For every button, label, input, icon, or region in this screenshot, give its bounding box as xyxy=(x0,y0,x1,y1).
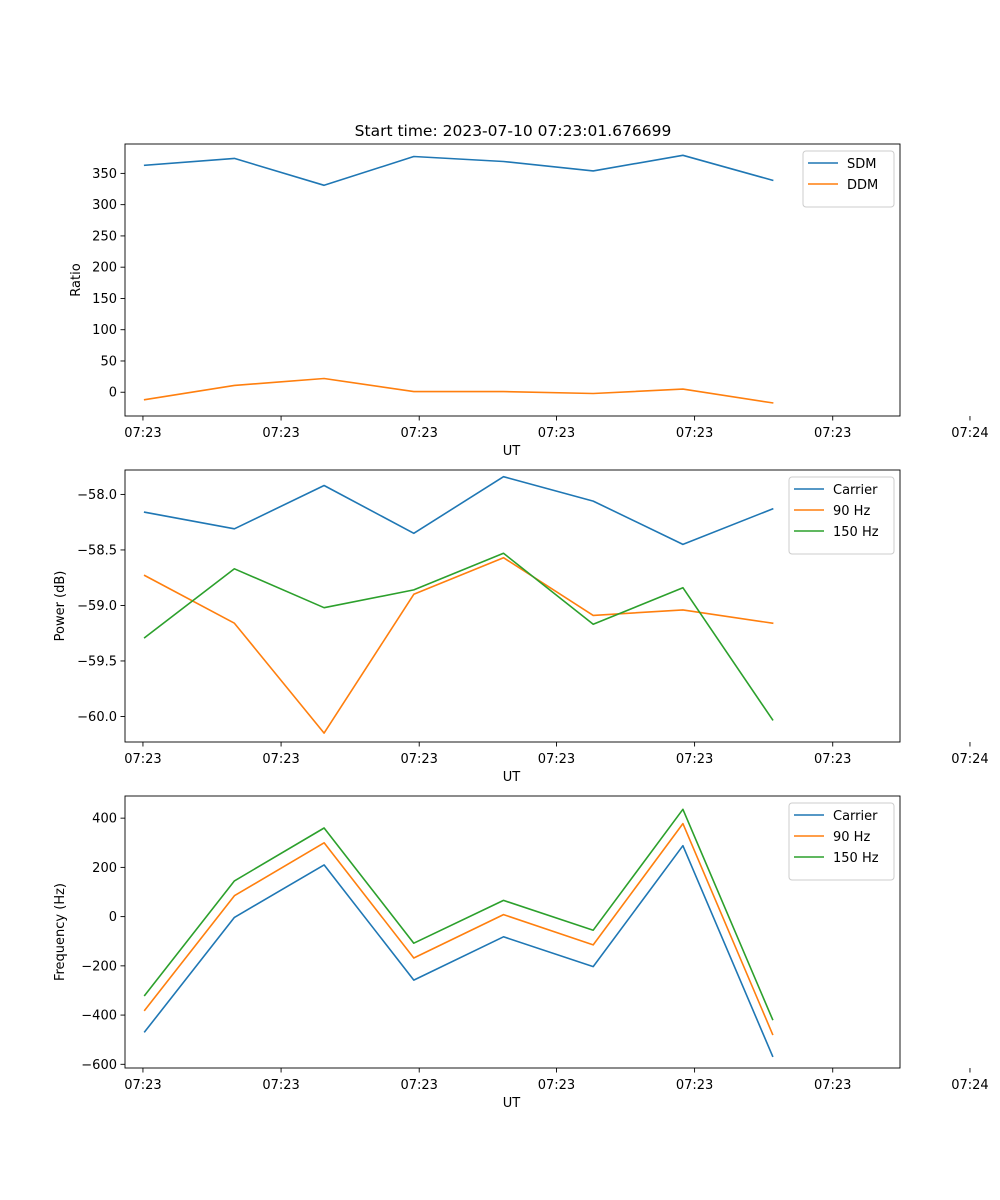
x-axis-label: UT xyxy=(503,444,521,459)
y-tick-label: 0 xyxy=(109,386,117,401)
axes-frame xyxy=(124,795,901,1069)
y-tick-label: 400 xyxy=(92,812,117,827)
legend-label: Carrier xyxy=(833,809,878,824)
y-tick-label: 350 xyxy=(92,167,117,182)
y-tick-label: −58.5 xyxy=(77,543,117,558)
legend-label: 150 Hz xyxy=(833,851,879,866)
subplot-1: 07:23 07:23 07:23 07:23 07:23 07:23 07:24 0 50 10… xyxy=(69,143,989,459)
legend-label: 150 Hz xyxy=(833,525,879,540)
x-tick-label: 07:23 xyxy=(124,1078,161,1093)
axes-frame xyxy=(124,469,901,743)
subplot-2: 07:23 07:23 07:23 07:23 07:23 07:23 07:24 −58.0… xyxy=(53,469,989,785)
y-tick-label: 50 xyxy=(100,354,117,369)
series-line-150-hz xyxy=(143,552,774,721)
x-tick-label: 07:23 xyxy=(676,426,713,441)
legend-label: DDM xyxy=(847,178,878,193)
x-axis-label: UT xyxy=(503,770,521,785)
series-line-150-hz xyxy=(143,808,774,1021)
y-tick-label: 200 xyxy=(92,261,117,276)
series-line-90-hz xyxy=(143,556,774,734)
x-tick-label: 07:23 xyxy=(538,1078,575,1093)
x-tick-label: 07:23 xyxy=(676,1078,713,1093)
series-line-carrier xyxy=(143,844,774,1058)
y-tick-label: 100 xyxy=(92,323,117,338)
x-tick-label: 07:23 xyxy=(400,426,437,441)
axes-frame xyxy=(124,143,901,417)
x-tick-label: 07:24 xyxy=(951,752,988,767)
x-tick-label: 07:23 xyxy=(538,752,575,767)
legend: Carrier 90 Hz 150 Hz xyxy=(788,802,895,881)
x-tick-label: 07:23 xyxy=(262,426,299,441)
x-tick-label: 07:23 xyxy=(676,752,713,767)
y-tick-label: −58.0 xyxy=(77,488,117,503)
legend: SDM DDM xyxy=(802,150,895,208)
x-tick-label: 07:23 xyxy=(814,426,851,441)
legend-label: Carrier xyxy=(833,483,878,498)
x-tick-label: 07:23 xyxy=(400,1078,437,1093)
y-tick-label: 250 xyxy=(92,229,117,244)
x-axis-label: UT xyxy=(503,1096,521,1111)
x-tick-label: 07:23 xyxy=(124,426,161,441)
legend-label: 90 Hz xyxy=(833,504,870,519)
y-tick-label: −59.5 xyxy=(77,654,117,669)
y-tick-label: −60.0 xyxy=(77,710,117,725)
x-tick-label: 07:23 xyxy=(124,752,161,767)
series-line-90-hz xyxy=(143,822,774,1036)
y-axis-label: Ratio xyxy=(69,263,84,296)
y-tick-label: −600 xyxy=(81,1058,117,1073)
y-tick-label: 0 xyxy=(109,910,117,925)
series-line-sdm xyxy=(143,154,774,187)
legend-label: SDM xyxy=(847,157,876,172)
y-tick-label: 150 xyxy=(92,292,117,307)
y-tick-label: 300 xyxy=(92,198,117,213)
legend-box xyxy=(802,150,895,208)
y-tick-label: −200 xyxy=(81,959,117,974)
y-axis-label: Frequency (Hz) xyxy=(53,883,68,981)
x-tick-label: 07:23 xyxy=(400,752,437,767)
x-tick-label: 07:23 xyxy=(262,752,299,767)
subplot-3: 07:23 07:23 07:23 07:23 07:23 07:23 07:24 400 20… xyxy=(53,795,989,1111)
x-tick-label: 07:24 xyxy=(951,426,988,441)
x-tick-label: 07:23 xyxy=(538,426,575,441)
y-tick-label: −400 xyxy=(81,1009,117,1024)
x-tick-label: 07:24 xyxy=(951,1078,988,1093)
x-tick-label: 07:23 xyxy=(814,1078,851,1093)
legend-box xyxy=(788,802,895,881)
x-tick-label: 07:23 xyxy=(262,1078,299,1093)
y-tick-label: 200 xyxy=(92,861,117,876)
legend-box xyxy=(788,476,895,555)
legend-label: 90 Hz xyxy=(833,830,870,845)
series-line-carrier xyxy=(143,475,774,546)
figure-title: Start time: 2023-07-10 07:23:01.676699 xyxy=(355,122,672,140)
series-line-ddm xyxy=(143,377,774,404)
y-tick-label: −59.0 xyxy=(77,599,117,614)
y-axis-label: Power (dB) xyxy=(53,571,68,642)
legend: Carrier 90 Hz 150 Hz xyxy=(788,476,895,555)
x-tick-label: 07:23 xyxy=(814,752,851,767)
